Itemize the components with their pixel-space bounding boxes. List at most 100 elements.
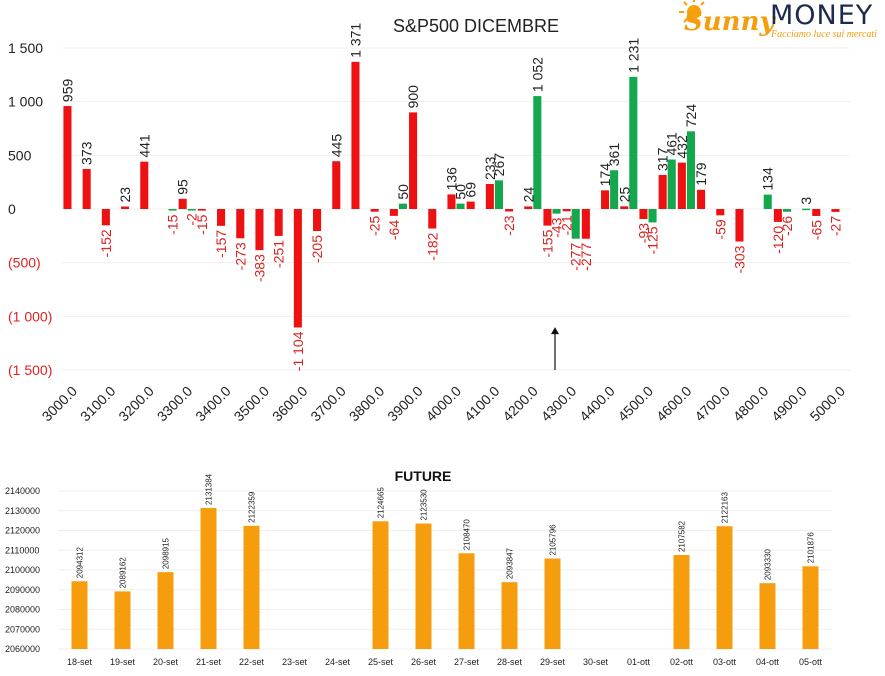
x-tick-label: 4700.0 xyxy=(691,383,733,425)
data-label: -1 104 xyxy=(290,331,306,371)
y-tick-label: 2080000 xyxy=(5,605,40,615)
y-tick-label: 2100000 xyxy=(5,565,40,575)
data-label: 317 xyxy=(655,147,671,171)
data-label: 174 xyxy=(597,163,613,187)
x-tick-label: 3300.0 xyxy=(154,383,196,425)
bar-red xyxy=(697,189,706,209)
data-label: -152 xyxy=(98,229,114,257)
x-tick-label: 21-set xyxy=(196,657,222,667)
data-label: -15 xyxy=(194,214,210,234)
y-tick-label: 2070000 xyxy=(5,624,40,634)
bar-red xyxy=(217,209,226,226)
top-y-axis: 1 500 1 000 500 0 (500) (1 000) (1 500) xyxy=(8,40,52,378)
x-tick-label: 4500.0 xyxy=(615,383,657,425)
bottom-bars xyxy=(71,508,819,649)
bar-red xyxy=(658,174,667,209)
bar-red xyxy=(389,209,398,216)
bar-red xyxy=(735,209,744,242)
x-tick-label: 30-set xyxy=(583,657,609,667)
data-label: 2093847 xyxy=(506,547,515,579)
data-label: -383 xyxy=(251,254,267,282)
bottom-chart-title: FUTURE xyxy=(395,468,452,484)
data-label: 373 xyxy=(79,141,95,165)
bottom-gridlines xyxy=(58,490,832,650)
bar-red xyxy=(505,209,514,212)
data-label: -25 xyxy=(367,215,383,235)
y-tick-label: (1 000) xyxy=(8,308,52,324)
bar-red xyxy=(101,209,110,226)
arrow-head xyxy=(551,327,559,335)
data-label: -2 xyxy=(184,213,200,226)
bar-red xyxy=(63,106,72,209)
future-bar xyxy=(415,523,432,649)
y-tick-label: 2090000 xyxy=(5,585,40,595)
y-tick-label: 2060000 xyxy=(5,644,40,654)
future-bar xyxy=(673,555,690,649)
bar-red xyxy=(82,168,91,209)
data-label: 361 xyxy=(606,143,622,167)
data-label: -65 xyxy=(808,220,824,240)
x-tick-label: 4000.0 xyxy=(423,383,465,425)
data-label: 25 xyxy=(616,187,632,203)
bar-red xyxy=(332,161,341,209)
y-tick-label: 2130000 xyxy=(5,506,40,516)
bar-red xyxy=(313,209,322,232)
x-tick-label: 4800.0 xyxy=(730,383,772,425)
future-bar xyxy=(802,566,819,649)
data-label: 2122163 xyxy=(721,492,730,524)
data-label: -155 xyxy=(539,229,555,257)
bar-green xyxy=(571,209,580,239)
top-bars xyxy=(63,61,840,328)
data-label: 2131384 xyxy=(205,473,214,505)
data-label: 50 xyxy=(395,184,411,200)
bar-red xyxy=(236,209,245,239)
bar-red xyxy=(485,183,494,209)
x-tick-label: 3400.0 xyxy=(192,383,234,425)
options-chart: 1 500 1 000 500 0 (500) (1 000) (1 500) 959 373… xyxy=(8,16,850,424)
data-label: -251 xyxy=(271,240,287,268)
bar-green xyxy=(648,209,657,223)
data-label: 24 xyxy=(520,187,536,203)
future-bar xyxy=(372,521,389,649)
future-bar xyxy=(458,553,475,649)
data-label: 69 xyxy=(463,182,479,198)
data-label: 2098915 xyxy=(162,537,171,569)
x-tick-label: 27-set xyxy=(454,657,480,667)
bar-red xyxy=(620,206,629,209)
bar-red xyxy=(831,209,840,212)
sun-icon xyxy=(679,0,705,23)
bar-green xyxy=(187,209,196,211)
top-chart-title: S&P500 DICEMBRE xyxy=(393,16,559,36)
x-tick-label: 3500.0 xyxy=(231,383,273,425)
data-label: 441 xyxy=(136,134,152,158)
bar-red xyxy=(447,194,456,209)
x-tick-label: 24-set xyxy=(325,657,351,667)
future-chart: 2060000 2070000 2080000 2090000 2100000 21100… xyxy=(5,468,832,667)
data-label: 136 xyxy=(443,167,459,191)
data-label: 179 xyxy=(693,162,709,186)
x-tick-label: 18-set xyxy=(67,657,93,667)
x-tick-label: 4100.0 xyxy=(461,383,503,425)
bar-green xyxy=(456,203,465,209)
bar-green xyxy=(686,131,695,209)
data-label: 2123530 xyxy=(420,489,429,521)
bar-red xyxy=(178,198,187,209)
data-label: 50 xyxy=(453,184,469,200)
bar-red xyxy=(255,209,264,251)
y-tick-label: 500 xyxy=(8,147,32,163)
data-label: 2093330 xyxy=(764,548,773,580)
x-tick-label: 4200.0 xyxy=(499,383,541,425)
x-tick-label: 05-ott xyxy=(799,657,823,667)
y-tick-label: 2110000 xyxy=(5,545,39,555)
x-tick-label: 3100.0 xyxy=(77,383,119,425)
bar-red xyxy=(543,209,552,226)
data-label: -93 xyxy=(635,223,651,243)
x-tick-label: 26-set xyxy=(411,657,437,667)
data-label: -15 xyxy=(165,214,181,234)
bar-red xyxy=(601,190,610,209)
y-tick-label: (1 500) xyxy=(8,362,52,378)
x-tick-label: 25-set xyxy=(368,657,394,667)
data-label: -205 xyxy=(309,235,325,263)
